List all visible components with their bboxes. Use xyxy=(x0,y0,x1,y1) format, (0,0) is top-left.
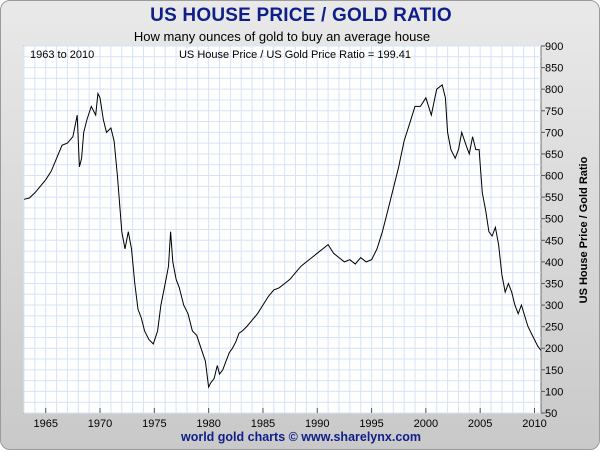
y-tick-label: 900 xyxy=(545,41,563,53)
x-tick-label: 1990 xyxy=(305,418,329,430)
x-axis: 1965 1970 1975 1980 1985 1990 1995 2000 2005 2010 xyxy=(33,408,547,430)
series-line-house-gold-ratio xyxy=(23,84,542,389)
x-tick-label: 1985 xyxy=(251,418,275,430)
chart-footer-credit: world gold charts © www.sharelynx.com xyxy=(180,430,422,444)
y-tick-label: 650 xyxy=(545,149,563,161)
y-tick-label: 500 xyxy=(545,214,563,226)
y-tick-label: 300 xyxy=(545,300,563,312)
y-tick-label: 50 xyxy=(545,408,557,420)
y-tick-label: 800 xyxy=(545,84,563,96)
chart-title: US HOUSE PRICE / GOLD RATIO xyxy=(150,5,452,26)
x-tick-label: 1980 xyxy=(196,418,220,430)
x-tick-label: 1995 xyxy=(359,418,383,430)
y-tick-label: 150 xyxy=(545,365,563,377)
x-tick-label: 2010 xyxy=(522,418,546,430)
y-tick-label: 750 xyxy=(545,106,563,118)
ratio-value-annotation: US House Price / US Gold Price Ratio = 1… xyxy=(179,49,411,61)
y-tick-label: 400 xyxy=(545,257,563,269)
y-tick-label: 850 xyxy=(545,63,563,75)
y-tick-label: 200 xyxy=(545,343,563,355)
y-tick-label: 100 xyxy=(545,386,563,398)
y-axis: 50 100 150 200 250 300 350 400 450 500 550 600 650 70… xyxy=(541,41,563,420)
date-range-annotation: 1963 to 2010 xyxy=(30,49,94,61)
y-tick-label: 550 xyxy=(545,192,563,204)
y-tick-label: 250 xyxy=(545,322,563,334)
y-tick-label: 700 xyxy=(545,127,563,139)
x-tick-label: 1965 xyxy=(33,418,57,430)
x-tick-label: 1970 xyxy=(88,418,112,430)
y-axis-label: US House Price / Gold Ratio xyxy=(578,156,590,303)
chart-subtitle: How many ounces of gold to buy an averag… xyxy=(134,29,430,44)
x-tick-label: 2000 xyxy=(414,418,438,430)
y-tick-label: 450 xyxy=(545,235,563,247)
y-tick-label: 350 xyxy=(545,278,563,290)
x-tick-label: 2005 xyxy=(468,418,492,430)
x-tick-label: 1975 xyxy=(142,418,166,430)
y-tick-label: 600 xyxy=(545,171,563,183)
grid-lines xyxy=(23,45,541,414)
